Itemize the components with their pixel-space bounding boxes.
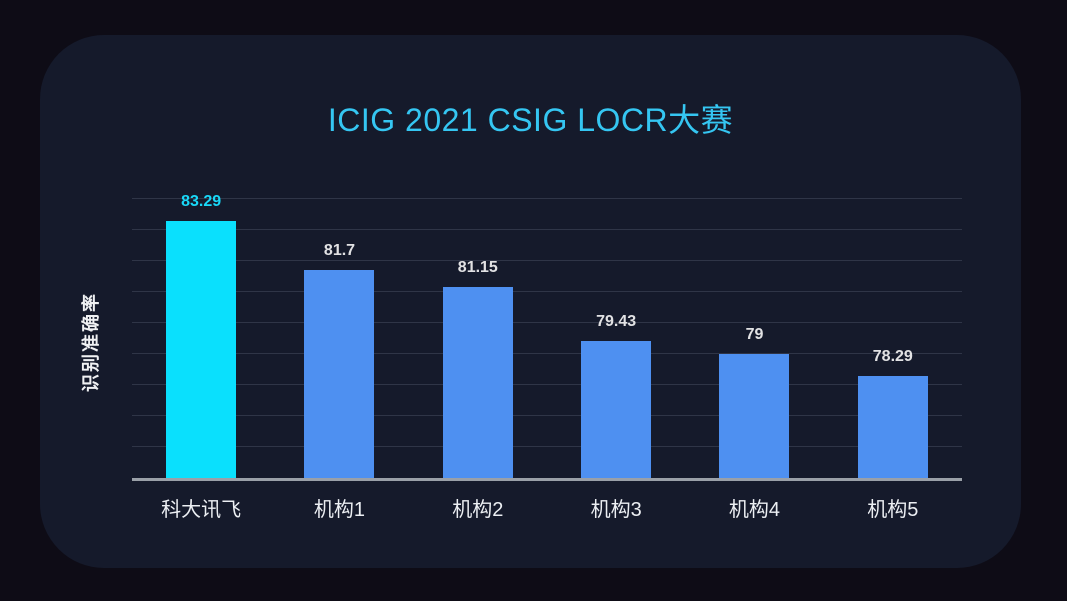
bar-slots: 83.29 科大讯飞 81.7 机构1 81.15 机构2 79.43 机构3 79 机构4 78.… [132,193,962,521]
chart-title: ICIG 2021 CSIG LOCR大赛 [327,102,734,138]
bar-value-label: 81.15 [457,259,498,276]
y-axis-label-text: 识别准确率 [81,291,101,392]
y-axis-label: 识别准确率 [70,202,110,481]
bar [719,354,790,478]
bar-value-label: 83.29 [181,193,222,210]
bar-group: 78.29 机构5 [824,202,962,521]
x-tick-label: 科大讯飞 [161,499,242,521]
bar [857,376,928,478]
bar-value-label: 79 [745,326,764,343]
gridline [132,353,962,354]
bar-value-label: 78.29 [872,348,913,365]
gridline [132,198,962,199]
bar-group: 83.29 科大讯飞 [132,193,270,521]
gridline [132,384,962,385]
gridline [132,446,962,447]
bar [304,270,375,478]
gridline [132,260,962,261]
gridline [132,229,962,230]
x-tick-label: 机构4 [728,499,781,521]
gridline [132,291,962,292]
bar [442,287,513,478]
bar-value-label: 81.7 [323,242,356,259]
bar-group: 79.43 机构3 [547,202,685,521]
bar-group: 81.7 机构1 [270,202,408,521]
bar [581,341,652,478]
chart-panel: ICIG 2021 CSIG LOCR大赛 识别准确率 83.29 科大讯飞 81.… [40,35,1021,568]
bar-group: 79 机构4 [685,202,823,521]
x-tick-label: 机构1 [313,499,366,521]
bar-value-label: 79.43 [596,313,637,330]
x-tick-label: 机构5 [867,499,919,521]
plot-area: 83.29 科大讯飞 81.7 机构1 81.15 机构2 79.43 机构3 79 机构4 78.… [132,193,962,521]
bar-highlighted [166,221,237,478]
gridline [132,415,962,416]
x-tick-label: 机构3 [590,499,642,521]
gridline [132,322,962,323]
bar-group: 81.15 机构2 [409,202,547,521]
x-tick-label: 机构2 [452,499,504,521]
